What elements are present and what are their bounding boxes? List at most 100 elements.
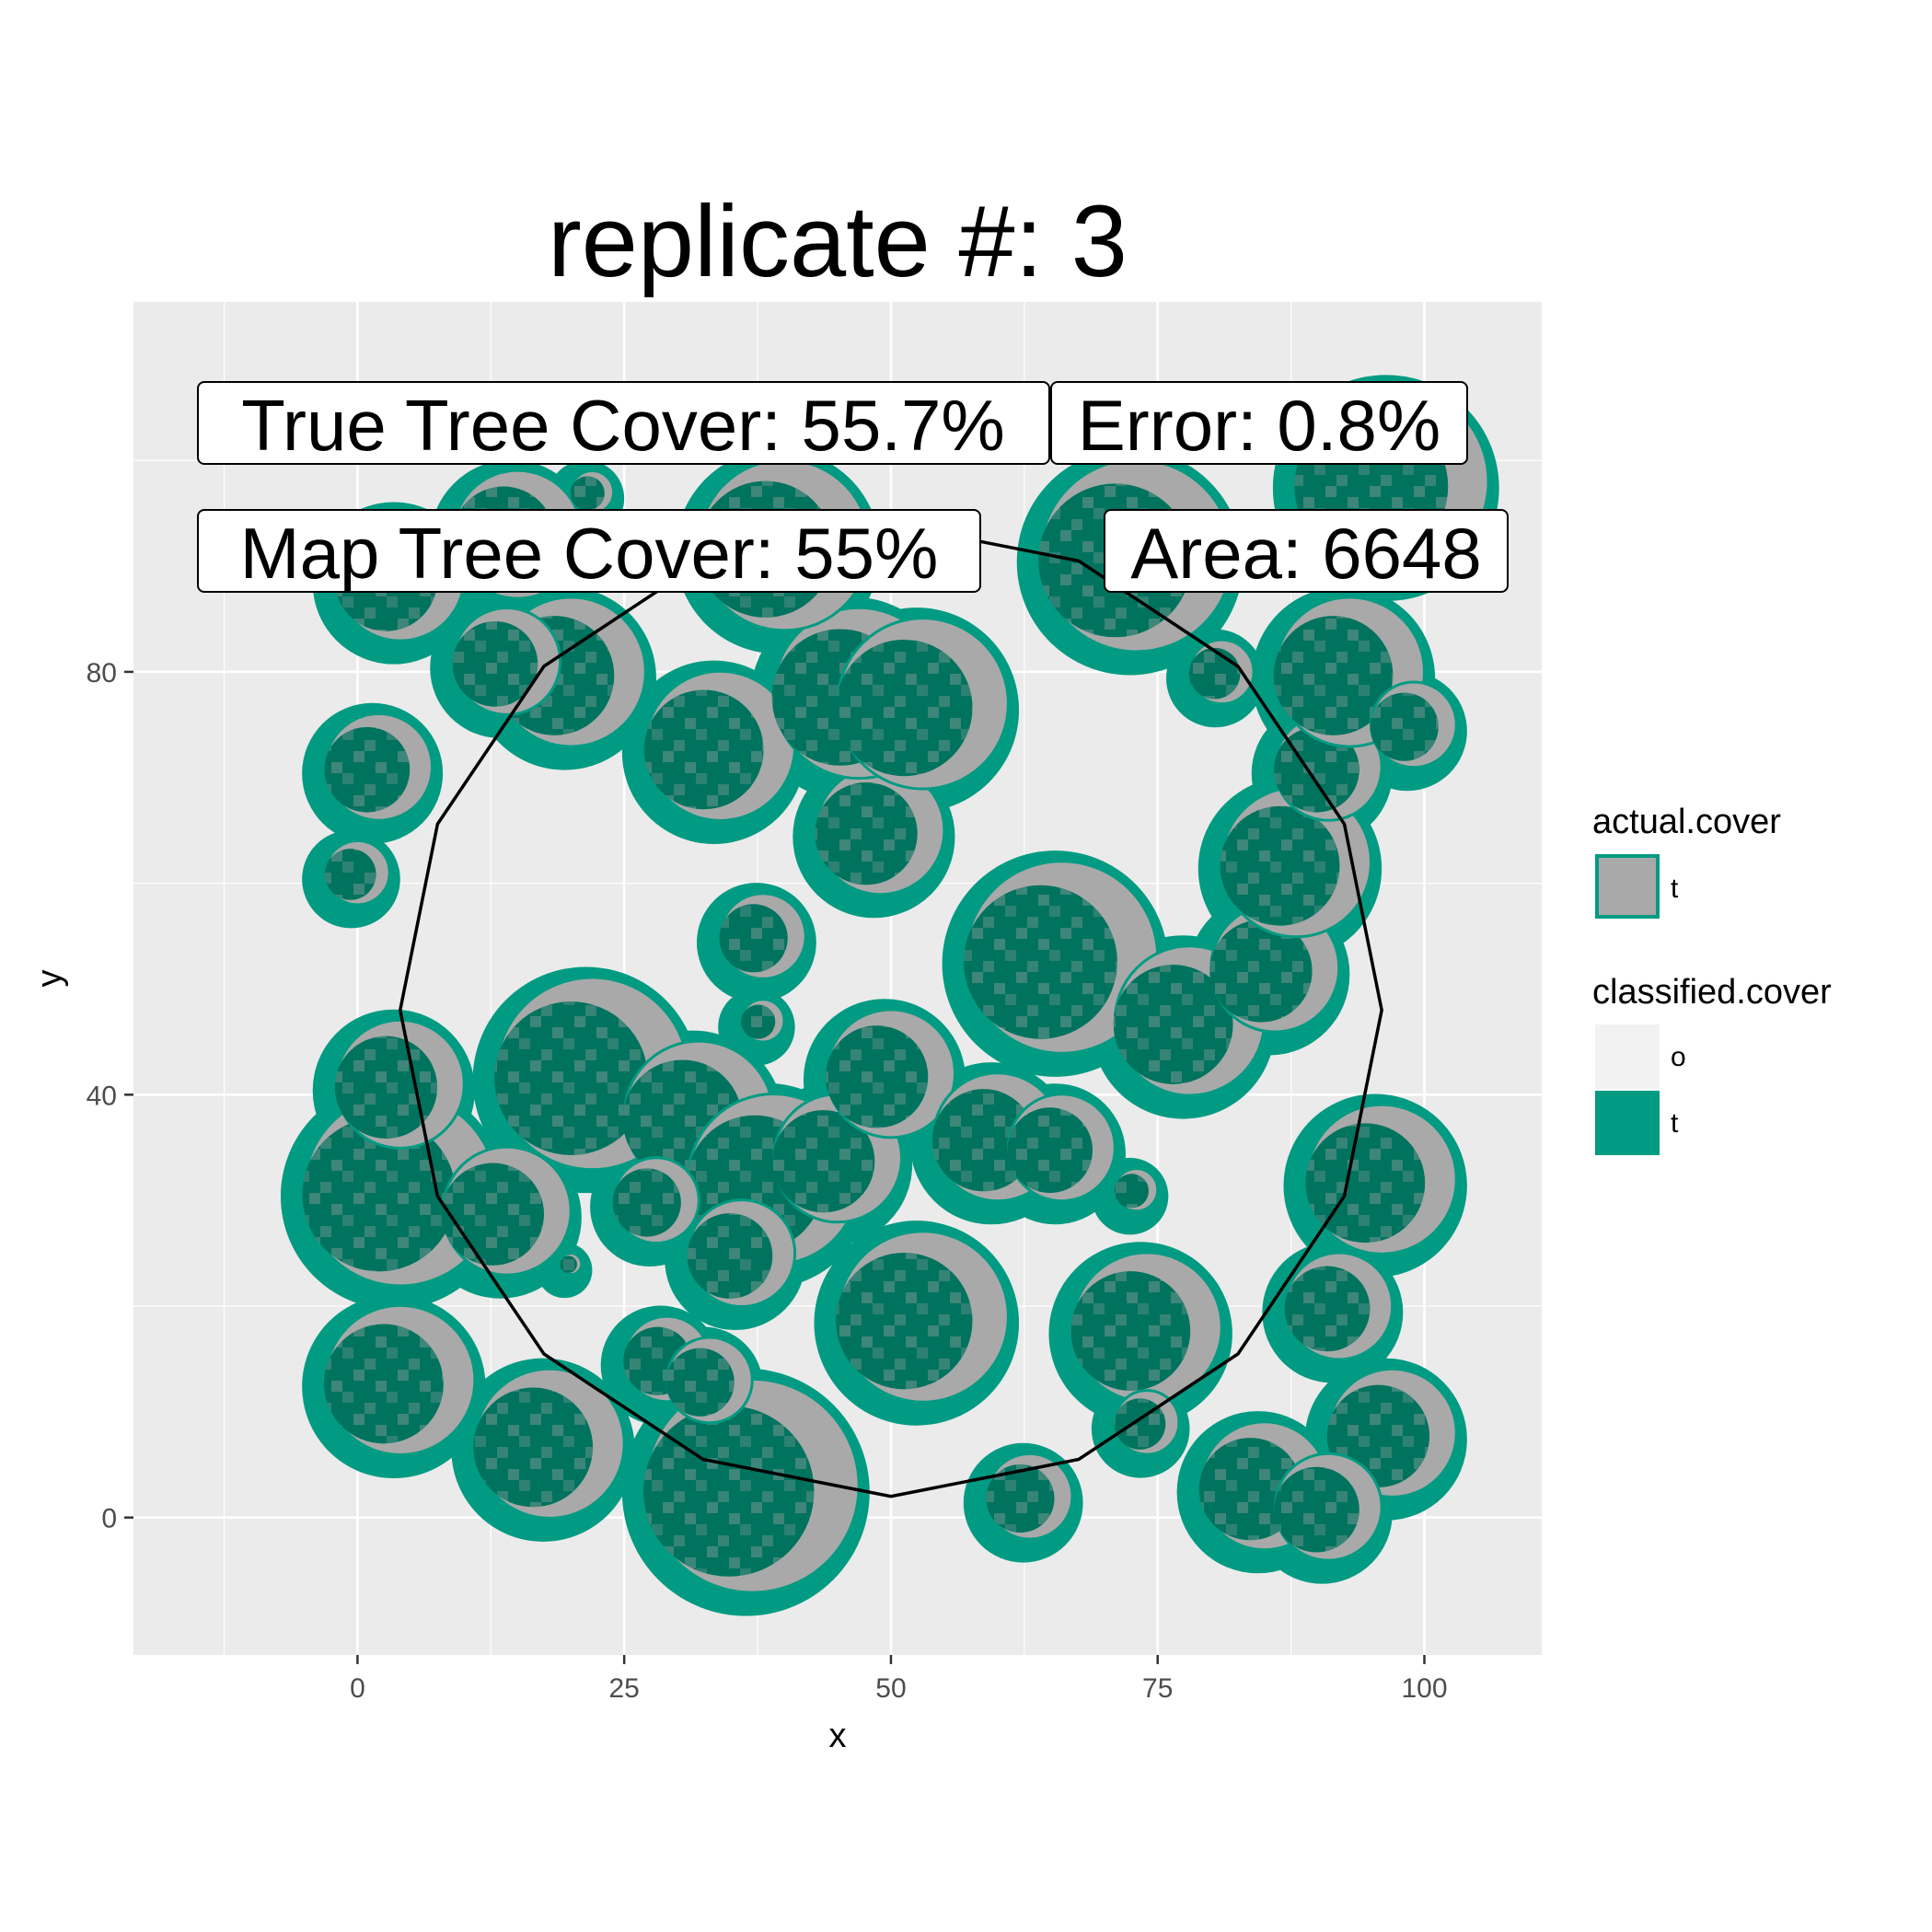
annotation-true-cover: True Tree Cover: 55.7% xyxy=(197,381,1050,466)
tree-crown-texture xyxy=(473,1387,594,1508)
tree-crown xyxy=(569,469,616,515)
tree-crown xyxy=(687,1198,797,1309)
tree-crown-texture xyxy=(719,904,788,973)
y-axis-title: y xyxy=(30,970,69,988)
x-tick-label: 0 xyxy=(350,1673,365,1704)
x-axis: 0 25 50 75 100 xyxy=(350,1655,1448,1704)
tree-crown xyxy=(1220,786,1373,939)
tree-crown xyxy=(324,1303,477,1457)
y-tick-label: 0 xyxy=(101,1504,117,1534)
x-axis-title: x xyxy=(829,1717,847,1755)
annotation-map-cover: Map Tree Cover: 55% xyxy=(197,509,981,594)
tree-crown-texture xyxy=(324,1324,444,1444)
tree-crown xyxy=(825,1008,956,1140)
tree-crown xyxy=(441,1145,573,1277)
tree-crown xyxy=(740,998,786,1044)
tree-crown xyxy=(473,1367,626,1520)
tree-crown xyxy=(334,1018,466,1150)
annotation-area-text: Area: 6648 xyxy=(1130,513,1482,594)
tree-crown-texture xyxy=(665,1348,735,1417)
x-tick-label: 75 xyxy=(1142,1673,1173,1704)
x-tick-label: 100 xyxy=(1401,1673,1447,1704)
tree-crown-texture xyxy=(1284,1266,1371,1352)
tree-crowns xyxy=(302,384,1490,1594)
tree-crown xyxy=(452,607,562,716)
tree-crown-texture xyxy=(931,1089,1035,1192)
tree-crown xyxy=(324,711,434,822)
tree-crown xyxy=(559,1251,584,1277)
tree-crown-texture xyxy=(452,621,538,707)
tree-crown-texture xyxy=(1274,726,1359,813)
tree-crown xyxy=(1070,1251,1223,1404)
tree-crown-texture xyxy=(1209,920,1313,1023)
legend-key-classified-o xyxy=(1595,1024,1660,1089)
tree-crown-texture xyxy=(964,885,1117,1039)
tree-crown-texture xyxy=(741,1004,776,1039)
annotation-area: Area: 6648 xyxy=(1104,509,1509,594)
tree-crown-texture xyxy=(324,849,376,900)
tree-crown-texture xyxy=(1007,1107,1093,1194)
tree-crown xyxy=(643,1377,861,1594)
tree-crown-texture xyxy=(687,1213,773,1299)
legend: actual.cover t classified.cover o t xyxy=(1592,803,1832,1155)
tree-crown-texture xyxy=(441,1163,545,1266)
legend-key-actual-t xyxy=(1595,854,1660,919)
tree-crown xyxy=(1113,1167,1160,1213)
x-tick-label: 25 xyxy=(608,1673,639,1704)
tree-crown xyxy=(1006,1093,1116,1203)
tree-crown-texture xyxy=(1273,616,1394,735)
tree-crown-texture xyxy=(836,1252,973,1390)
tree-crown-texture xyxy=(643,689,764,810)
tree-crown-texture xyxy=(1370,692,1439,761)
sample-circle-layer xyxy=(398,522,1383,1498)
legend-title-actual-cover: actual.cover xyxy=(1592,803,1781,841)
tree-crown-texture xyxy=(1274,1466,1359,1553)
tree-crown xyxy=(815,765,946,897)
tree-crown xyxy=(612,1156,700,1245)
tree-crown xyxy=(665,1336,754,1425)
legend-label-actual-t: t xyxy=(1671,873,1679,904)
tree-crown xyxy=(1305,1103,1458,1255)
tree-crown xyxy=(1113,944,1267,1097)
tree-crown xyxy=(985,1452,1074,1541)
legend-label-classified-o: o xyxy=(1671,1042,1686,1072)
tree-crown-texture xyxy=(1220,805,1340,926)
tree-crown xyxy=(1188,638,1255,706)
annotation-error-text: Error: 0.8% xyxy=(1078,385,1440,466)
tree-crown-texture xyxy=(643,1406,815,1577)
tree-crown-texture xyxy=(836,639,973,777)
tree-crown xyxy=(719,892,807,980)
legend-key-classified-t xyxy=(1595,1091,1660,1155)
sample-circle xyxy=(398,522,1383,1498)
tree-crown xyxy=(836,617,1010,791)
annotation-map-cover-text: Map Tree Cover: 55% xyxy=(240,513,939,594)
tree-crown xyxy=(1284,1251,1394,1361)
tree-crown-texture xyxy=(612,1168,681,1237)
tree-crown xyxy=(1273,1452,1383,1562)
tree-crown-texture xyxy=(324,726,411,813)
tree-crown-texture xyxy=(986,1463,1055,1533)
tree-crown xyxy=(324,839,391,907)
tree-crown xyxy=(836,1230,1010,1404)
annotation-true-cover-text: True Tree Cover: 55.7% xyxy=(241,385,1004,466)
tree-crown xyxy=(1370,680,1458,769)
tree-crown-texture xyxy=(772,1110,875,1213)
chart-title: replicate #: 3 xyxy=(548,185,1128,298)
y-tick-label: 80 xyxy=(87,658,117,688)
tree-crown xyxy=(643,669,797,822)
tree-crown-texture xyxy=(826,1025,929,1128)
legend-title-classified-cover: classified.cover xyxy=(1592,973,1832,1012)
x-tick-label: 50 xyxy=(875,1673,906,1704)
tree-crown-texture xyxy=(815,782,918,885)
tree-crown-texture xyxy=(494,1001,648,1156)
y-axis: 0 40 80 xyxy=(87,658,133,1534)
y-tick-label: 40 xyxy=(87,1081,117,1111)
tree-crown-texture xyxy=(570,476,605,511)
tree-crown-texture xyxy=(302,1117,457,1272)
annotation-error: Error: 0.8% xyxy=(1050,381,1468,466)
tree-crown xyxy=(964,860,1160,1055)
tree-crown-texture xyxy=(1188,647,1241,700)
legend-label-classified-t: t xyxy=(1671,1108,1679,1139)
tree-crown-texture xyxy=(560,1255,577,1273)
